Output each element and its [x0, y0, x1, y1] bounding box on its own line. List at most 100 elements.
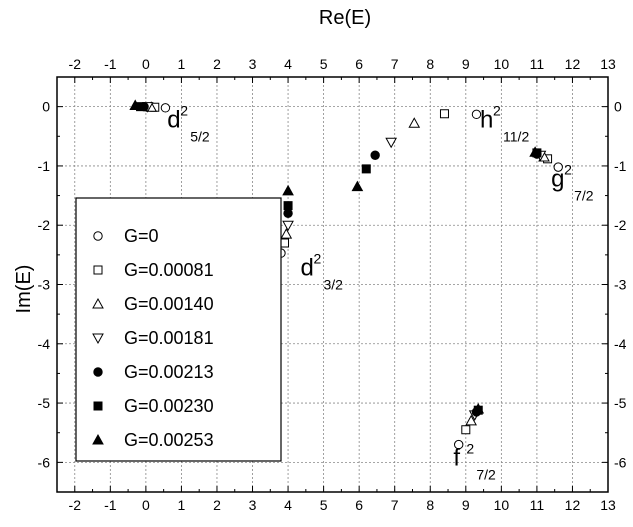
data-point [280, 228, 293, 239]
legend-marker [92, 297, 104, 309]
legend-label: G=0.00213 [124, 362, 214, 382]
legend-marker [93, 231, 103, 241]
x-tick-label-top: 0 [142, 56, 150, 72]
state-label-letter: g [551, 166, 564, 193]
x-tick-label-bottom: 1 [178, 497, 186, 513]
legend-label: G=0 [124, 226, 159, 246]
data-point [283, 208, 293, 219]
x-tick-label-top: 5 [320, 56, 328, 72]
data-point [453, 439, 464, 450]
y-tick-label-right: -1 [614, 158, 627, 174]
x-tick-label-top: 12 [565, 56, 581, 72]
y-tick-label-right: -6 [614, 454, 627, 470]
legend-label: G=0.00230 [124, 396, 214, 416]
x-tick-label-top: -2 [69, 56, 82, 72]
state-label-letter: f [453, 444, 460, 471]
legend-label: G=0.00181 [124, 328, 214, 348]
x-tick-label-bottom: 11 [530, 497, 545, 513]
x-tick-label-top: 4 [284, 56, 292, 72]
state-label-subscript: 11/2 [503, 128, 529, 144]
state-label: h 211/2 [480, 102, 529, 144]
x-tick-label-bottom: 7 [391, 497, 399, 513]
data-point [282, 220, 294, 232]
y-tick-label-left: -5 [38, 395, 51, 411]
legend-marker [93, 367, 103, 377]
state-label-letter: d [301, 255, 314, 282]
x-tick-label-bottom: 3 [249, 497, 257, 513]
x-tick-label-bottom: -1 [104, 497, 117, 513]
y-tick-label-left: 0 [42, 99, 50, 115]
state-label-superscript: 2 [314, 251, 322, 267]
state-label-superscript: 2 [564, 162, 572, 178]
legend: G=0 G=0.00081 G=0.00140 G=0.00181 G=0.00213 G… [75, 197, 282, 462]
data-point [280, 238, 290, 248]
legend-label: G=0.00081 [124, 260, 214, 280]
state-label: d 25/2 [167, 102, 210, 144]
x-tick-label-bottom: 8 [426, 497, 434, 513]
data-point [408, 117, 421, 128]
data-point [160, 103, 171, 113]
x-tick-label-bottom: 4 [284, 497, 292, 513]
data-point [553, 162, 563, 172]
data-point [385, 137, 398, 149]
x-tick-label-top: 11 [530, 56, 545, 72]
x-tick-label-top: 7 [391, 56, 399, 72]
data-series [129, 99, 563, 450]
y-tick-label-left: -2 [38, 217, 51, 233]
x-tick-label-bottom: 2 [213, 497, 221, 513]
state-label-subscript: 7/2 [574, 188, 594, 204]
state-label-letter: h [480, 106, 493, 133]
x-tick-label-top: 6 [355, 56, 363, 72]
y-tick-label-right: -3 [614, 277, 627, 293]
x-tick-label-bottom: 13 [600, 497, 616, 513]
x-tick-label-bottom: 5 [320, 497, 328, 513]
x-tick-label-bottom: 9 [462, 497, 470, 513]
x-tick-label-top: 1 [178, 56, 186, 72]
x-axis-title: Re(E) [319, 7, 371, 29]
state-label: g 27/2 [551, 162, 594, 204]
y-tick-label-right: -4 [614, 336, 627, 352]
state-label-subscript: 5/2 [190, 128, 210, 144]
y-tick-label-left: -6 [38, 454, 51, 470]
state-label: f 27/2 [453, 440, 496, 482]
state-label-superscript: 2 [493, 102, 501, 118]
state-label-subscript: 3/2 [324, 277, 344, 293]
state-label-subscript: 7/2 [476, 466, 496, 482]
legend-marker [92, 333, 104, 345]
y-tick-label-left: -3 [38, 277, 51, 293]
data-point [461, 425, 471, 435]
x-tick-label-top: 9 [462, 56, 470, 72]
series-G=0.00253 [129, 99, 541, 414]
data-point [282, 184, 294, 196]
x-tick-label-top: 2 [213, 56, 221, 72]
legend-label: G=0.00140 [124, 294, 214, 314]
x-tick-label-bottom: 10 [494, 497, 510, 513]
data-point [361, 164, 371, 174]
legend-marker [93, 265, 103, 275]
legend-marker [93, 401, 103, 411]
x-tick-label-top: 10 [494, 56, 510, 72]
state-label-letter: d [167, 106, 180, 133]
data-point [472, 402, 485, 414]
y-tick-label-right: -5 [614, 395, 627, 411]
data-point [370, 150, 380, 160]
data-point [471, 109, 482, 120]
state-label: d 23/2 [301, 251, 344, 293]
x-tick-label-top: 13 [600, 56, 616, 72]
legend-marker [92, 433, 104, 445]
x-tick-label-top: -1 [104, 56, 117, 72]
data-point [283, 201, 293, 211]
x-tick-label-bottom: 6 [355, 497, 363, 513]
y-tick-label-left: -4 [38, 336, 51, 352]
y-tick-label-right: 0 [614, 99, 622, 115]
x-tick-label-top: 8 [426, 56, 434, 72]
state-labels: d 25/2h 211/2g 27/2d 23/2f 27/2 [167, 102, 594, 482]
x-tick-label-bottom: -2 [69, 497, 82, 513]
y-tick-label-left: -1 [38, 158, 51, 174]
state-label-superscript: 2 [180, 102, 188, 118]
x-tick-label-bottom: 12 [565, 497, 581, 513]
y-axis-title: Im(E) [13, 265, 35, 314]
x-tick-label-top: 3 [249, 56, 257, 72]
series-G=0 [160, 103, 563, 450]
